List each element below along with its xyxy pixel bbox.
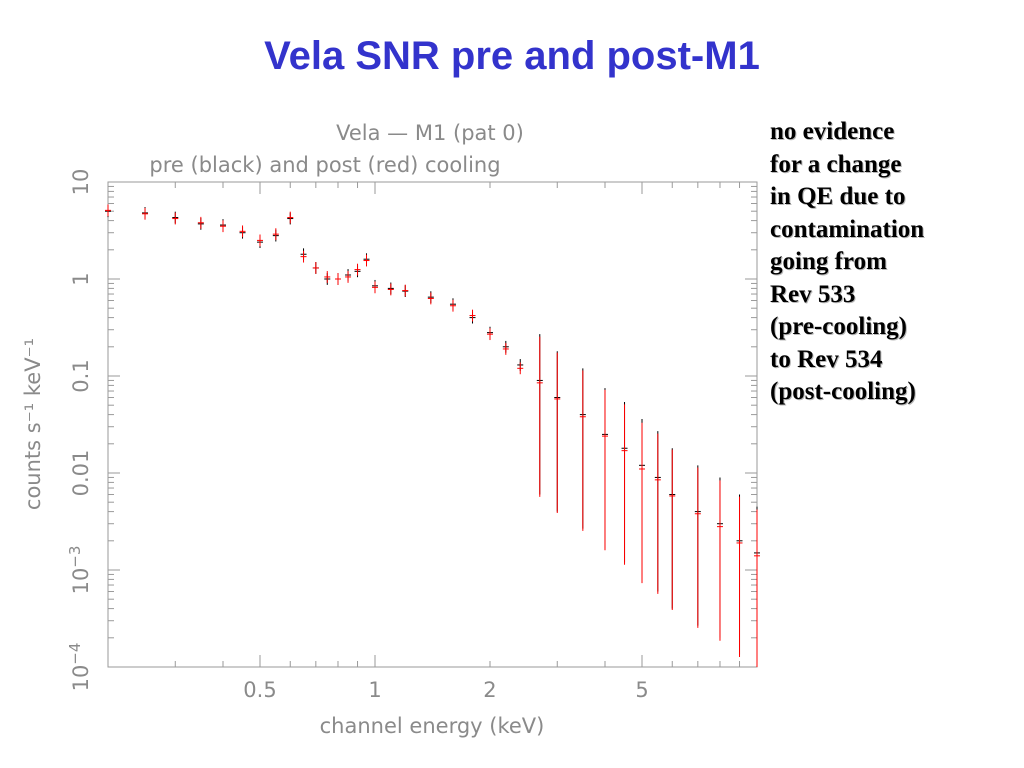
y-tick-label: 0.1 xyxy=(69,359,93,392)
plot-frame xyxy=(107,181,758,668)
note-line: Rev 533 xyxy=(770,280,856,308)
series-pre xyxy=(105,205,760,667)
y-tick-label: 10 xyxy=(69,169,93,196)
x-tick-label: 2 xyxy=(483,678,496,702)
note-line: for a change xyxy=(770,150,902,178)
x-tick-label: 1 xyxy=(368,678,381,702)
plot-border xyxy=(107,181,758,668)
y-tick-label: 0.01 xyxy=(69,450,93,497)
y-tick-label: 1 xyxy=(69,272,93,285)
note-line: going from xyxy=(770,248,887,275)
annotation-note: no evidence for a change in QE due to co… xyxy=(770,116,1020,409)
axis-ticks: 0.5 1 2 5 10 1 0.1 0.01 10−3 10−4 xyxy=(66,169,758,702)
y-tick-label: 10−3 xyxy=(66,546,93,595)
note-line: to Rev 534 xyxy=(770,345,883,373)
x-axis-label: channel energy (keV) xyxy=(320,714,545,738)
note-line: (post-cooling) xyxy=(770,378,916,405)
y-tick-label: 10−4 xyxy=(66,643,93,692)
chart-title: Vela — M1 (pat 0) xyxy=(336,121,524,145)
note-line: in QE due to xyxy=(770,183,906,210)
note-line: contamination xyxy=(770,215,925,243)
x-tick-label: 0.5 xyxy=(243,678,276,702)
note-line: (pre-cooling) xyxy=(770,313,908,340)
chart-subtitle: pre (black) and post (red) cooling xyxy=(149,153,500,177)
y-axis-label: counts s⁻¹ keV⁻¹ xyxy=(21,338,45,510)
x-tick-label: 5 xyxy=(635,678,648,702)
note-line: no evidence xyxy=(770,118,895,145)
data-series xyxy=(105,204,760,667)
slide-title: Vela SNR pre and post-M1 xyxy=(264,34,760,78)
series-post xyxy=(105,204,760,667)
